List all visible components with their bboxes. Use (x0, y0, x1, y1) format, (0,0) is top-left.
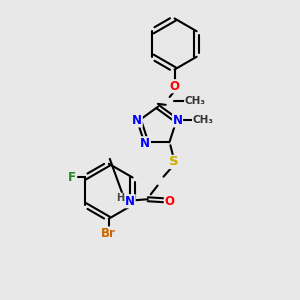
Text: O: O (164, 195, 174, 208)
Text: Br: Br (101, 227, 116, 240)
Text: S: S (169, 155, 178, 169)
Text: N: N (125, 195, 135, 208)
Text: F: F (68, 171, 76, 184)
Text: H: H (116, 193, 124, 203)
Text: CH₃: CH₃ (184, 96, 206, 106)
Text: N: N (132, 114, 142, 127)
Text: CH₃: CH₃ (193, 116, 214, 125)
Text: N: N (140, 137, 150, 150)
Text: N: N (172, 114, 182, 127)
Text: O: O (169, 80, 179, 93)
